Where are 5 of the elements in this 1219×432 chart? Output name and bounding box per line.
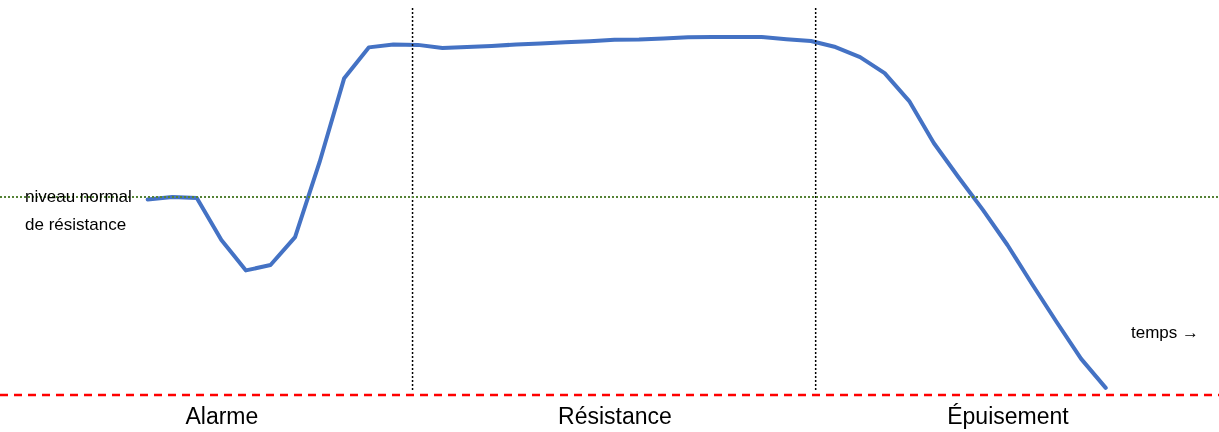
ref-line-label: niveau normal de résistance <box>25 187 132 235</box>
x-tick-label: Alarme <box>185 402 259 429</box>
x-axis-title: temps → <box>1130 323 1199 342</box>
x-tick-label: Épuisement <box>947 402 1070 429</box>
x-tick-label: Résistance <box>558 402 672 429</box>
